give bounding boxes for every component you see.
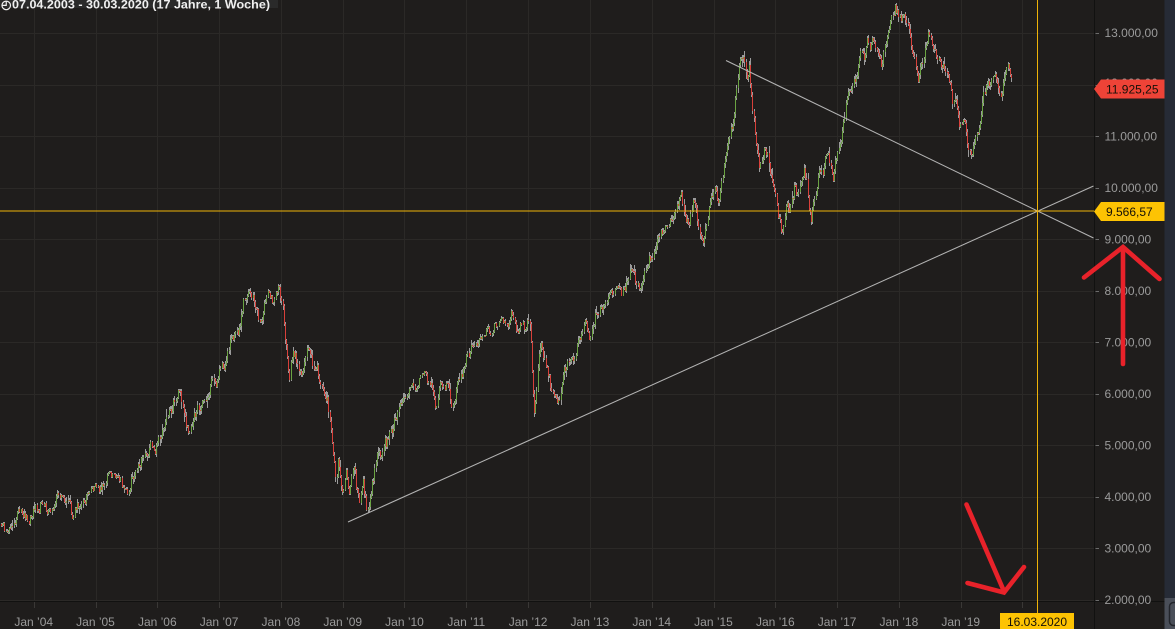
svg-text:Jan ’08: Jan ’08 [262, 615, 301, 629]
svg-text:Jan ’16: Jan ’16 [756, 615, 795, 629]
svg-text:6.000,00: 6.000,00 [1105, 387, 1152, 401]
svg-text:Jan ’05: Jan ’05 [76, 615, 115, 629]
svg-text:10.000,00: 10.000,00 [1105, 181, 1159, 195]
svg-text:Jan ’06: Jan ’06 [138, 615, 177, 629]
svg-text:13.000,00: 13.000,00 [1105, 26, 1159, 40]
svg-text:8.000,00: 8.000,00 [1105, 284, 1152, 298]
svg-text:Jan ’04: Jan ’04 [14, 615, 53, 629]
svg-text:Jan ’14: Jan ’14 [632, 615, 671, 629]
svg-text:7.000,00: 7.000,00 [1105, 336, 1152, 350]
svg-text:07.04.2003 - 30.03.2020 (17 J: 07.04.2003 - 30.03.2020 (17 Jahre, 1 Woc… [12, 0, 270, 12]
svg-text:Jan ’13: Jan ’13 [571, 615, 610, 629]
svg-text:Jan ’15: Jan ’15 [694, 615, 733, 629]
svg-text:2.000,00: 2.000,00 [1105, 593, 1152, 607]
svg-text:Jan ’07: Jan ’07 [200, 615, 239, 629]
svg-text:16.03.2020: 16.03.2020 [1007, 615, 1067, 629]
svg-text:9.000,00: 9.000,00 [1105, 232, 1152, 246]
svg-text:Jan ’18: Jan ’18 [880, 615, 919, 629]
svg-text:Jan ’12: Jan ’12 [509, 615, 548, 629]
svg-text:3.000,00: 3.000,00 [1105, 542, 1152, 556]
svg-text:Jan ’19: Jan ’19 [941, 615, 980, 629]
svg-text:Jan ’11: Jan ’11 [447, 615, 485, 629]
svg-text:9.566,57: 9.566,57 [1106, 205, 1153, 219]
svg-text:Jan ’17: Jan ’17 [818, 615, 857, 629]
svg-text:Jan ’10: Jan ’10 [385, 615, 424, 629]
svg-text:4.000,00: 4.000,00 [1105, 490, 1152, 504]
svg-text:◴: ◴ [1, 0, 12, 12]
svg-text:Jan ’09: Jan ’09 [323, 615, 362, 629]
svg-text:5.000,00: 5.000,00 [1105, 439, 1152, 453]
svg-text:11.000,00: 11.000,00 [1105, 129, 1158, 143]
svg-text:11.925,25: 11.925,25 [1106, 83, 1159, 97]
